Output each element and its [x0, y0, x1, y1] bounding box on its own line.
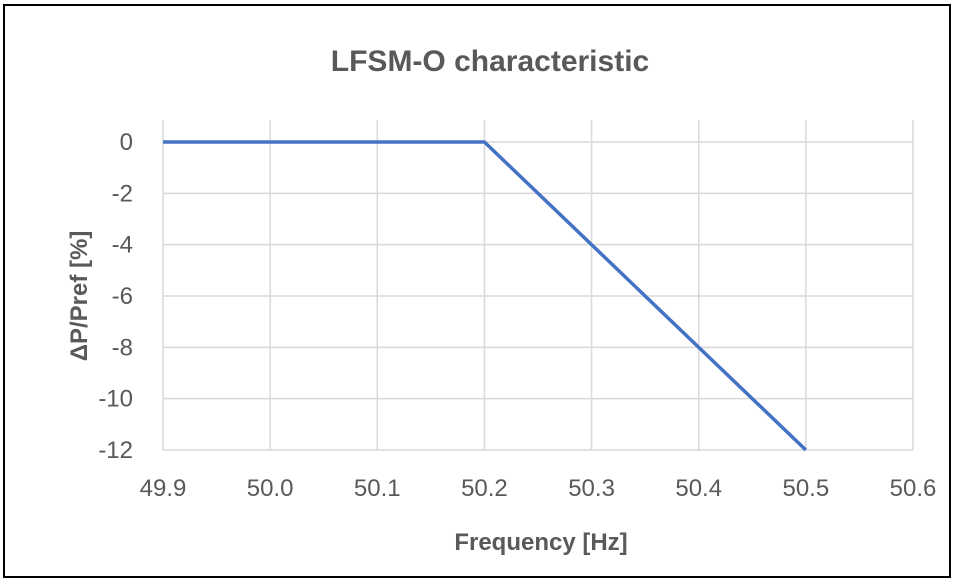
y-axis-label: ΔP/Pref [%]	[66, 231, 93, 362]
series-line	[163, 140, 808, 452]
y-tick-label: -2	[112, 180, 133, 207]
series-layer	[163, 140, 808, 452]
x-tick-label: 50.2	[461, 475, 508, 502]
x-tick-label: 50.6	[890, 475, 937, 502]
line-chart: LFSM-O characteristic 0 -2 -4 -6 -8 -10 -12 49…	[66, 45, 937, 556]
chart-title: LFSM-O characteristic	[331, 45, 649, 78]
chart-area: LFSM-O characteristic 0 -2 -4 -6 -8 -10 -12 49…	[3, 4, 951, 578]
y-tick-label: -10	[98, 386, 133, 413]
x-tick-label: 50.4	[675, 475, 722, 502]
y-tick-label: -4	[112, 232, 133, 259]
x-tick-label: 50.1	[354, 475, 401, 502]
x-tick-label: 49.9	[140, 475, 187, 502]
x-axis-label: Frequency [Hz]	[454, 529, 627, 556]
y-tick-label: -6	[112, 283, 133, 310]
y-tick-label: 0	[120, 129, 133, 156]
y-tick-label: -8	[112, 334, 133, 361]
y-axis-ticks: 0 -2 -4 -6 -8 -10 -12	[98, 129, 133, 464]
gridlines	[162, 120, 914, 451]
x-tick-label: 50.0	[247, 475, 294, 502]
x-tick-label: 50.5	[782, 475, 829, 502]
x-tick-label: 50.3	[568, 475, 615, 502]
x-axis-ticks: 49.9 50.0 50.1 50.2 50.3 50.4 50.5 50.6	[140, 475, 937, 502]
y-tick-label: -12	[98, 437, 133, 464]
